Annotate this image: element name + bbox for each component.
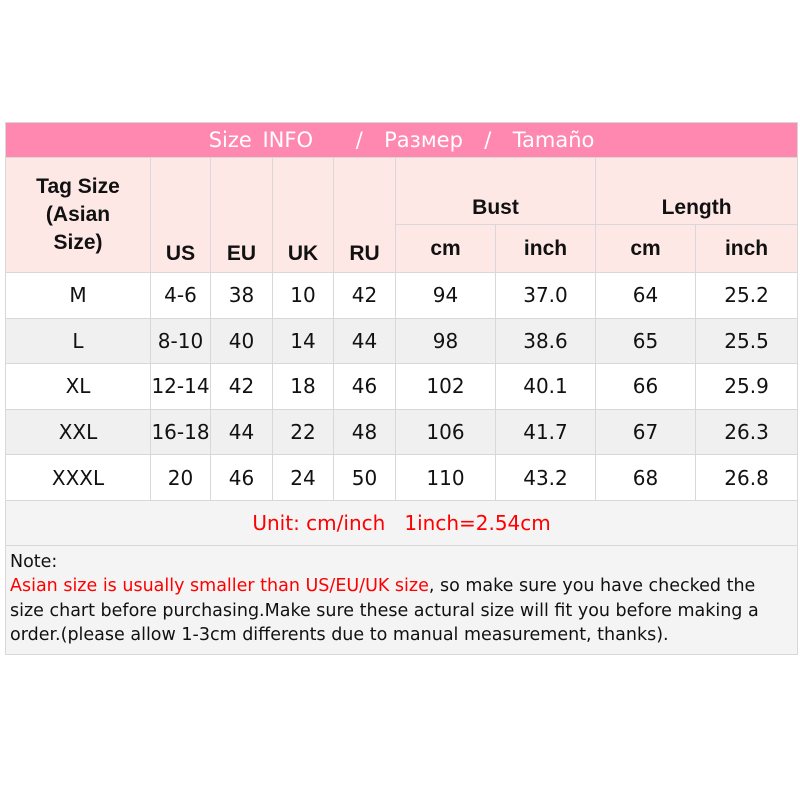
table-cell: 110	[395, 454, 496, 501]
table-cell: 42	[210, 363, 273, 410]
note-label: Note:	[10, 551, 58, 572]
table-cell: 98	[395, 317, 496, 365]
table-cell: 67	[595, 408, 696, 456]
bust-header: Bust	[395, 157, 596, 225]
length-header: Length	[594, 157, 799, 225]
table-cell: 64	[595, 272, 696, 319]
table-cell: 25.9	[694, 363, 799, 410]
table-cell: 38	[210, 272, 273, 319]
bust-cm-header: cm	[395, 224, 496, 273]
table-cell: 37.0	[495, 272, 596, 319]
table-cell: 41.7	[495, 408, 596, 456]
table-cell: 4-6	[150, 272, 211, 319]
table-row: M 4-6 38 10 42 94 37.0 64 25.2	[5, 272, 799, 319]
table-cell: 8-10	[150, 317, 211, 365]
note: Note: Asian size is usually smaller than…	[4, 544, 799, 655]
table-cell: 44	[333, 317, 396, 365]
table-cell: 40	[210, 317, 273, 365]
table-cell: 40.1	[495, 363, 596, 410]
table-cell: 42	[333, 272, 396, 319]
table-cell: 46	[333, 363, 396, 410]
length-inch-header: inch	[694, 224, 799, 273]
eu-header: EU	[210, 157, 273, 273]
table-cell: 12-14	[150, 363, 211, 410]
table-cell: 48	[333, 408, 396, 456]
table-cell: 106	[395, 408, 496, 456]
size-chart: Size INFO / Размер / Tamaño Tag Size (As…	[4, 122, 799, 655]
table-cell: 38.6	[495, 317, 596, 365]
table-cell: 65	[595, 317, 696, 365]
table-cell: 102	[395, 363, 496, 410]
table-cell: 43.2	[495, 454, 596, 501]
bust-inch-header: inch	[495, 224, 596, 273]
note-warning: Asian size is usually smaller than US/EU…	[10, 576, 429, 597]
table-row: L 8-10 40 14 44 98 38.6 65 25.5	[5, 317, 799, 365]
table-cell: 94	[395, 272, 496, 319]
table-cell: 26.8	[694, 454, 799, 501]
tag-size-header: Tag Size (Asian Size)	[5, 157, 151, 273]
table-cell: 25.2	[694, 272, 799, 319]
table-cell: 68	[595, 454, 696, 501]
table-cell: 46	[210, 454, 273, 501]
uk-header: UK	[272, 157, 334, 273]
table-cell: 44	[210, 408, 273, 456]
table-cell: 18	[272, 363, 334, 410]
table-cell: 25.5	[694, 317, 799, 365]
unit-note: Unit: cm/inch 1inch=2.54cm	[4, 499, 799, 546]
note-text: , so make sure you have checked the size…	[10, 576, 759, 646]
table-cell: 10	[272, 272, 334, 319]
table-cell: XXXL	[5, 454, 151, 501]
chart-title: Size INFO / Размер / Tamaño	[4, 122, 799, 158]
table-cell: 20	[150, 454, 211, 501]
table-cell: M	[5, 272, 151, 319]
us-header: US	[150, 157, 211, 273]
table-row: XXXL 20 46 24 50 110 43.2 68 26.8	[5, 454, 799, 501]
table-cell: XXL	[5, 408, 151, 456]
table-cell: 24	[272, 454, 334, 501]
ru-header: RU	[333, 157, 396, 273]
table-cell: 66	[595, 363, 696, 410]
table-row: XXL 16-18 44 22 48 106 41.7 67 26.3	[5, 408, 799, 456]
table-row: XL 12-14 42 18 46 102 40.1 66 25.9	[5, 363, 799, 410]
table-cell: 22	[272, 408, 334, 456]
table-cell: 50	[333, 454, 396, 501]
table-cell: 14	[272, 317, 334, 365]
table-cell: 26.3	[694, 408, 799, 456]
table-cell: XL	[5, 363, 151, 410]
table-cell: L	[5, 317, 151, 365]
length-cm-header: cm	[595, 224, 696, 273]
table-cell: 16-18	[150, 408, 211, 456]
